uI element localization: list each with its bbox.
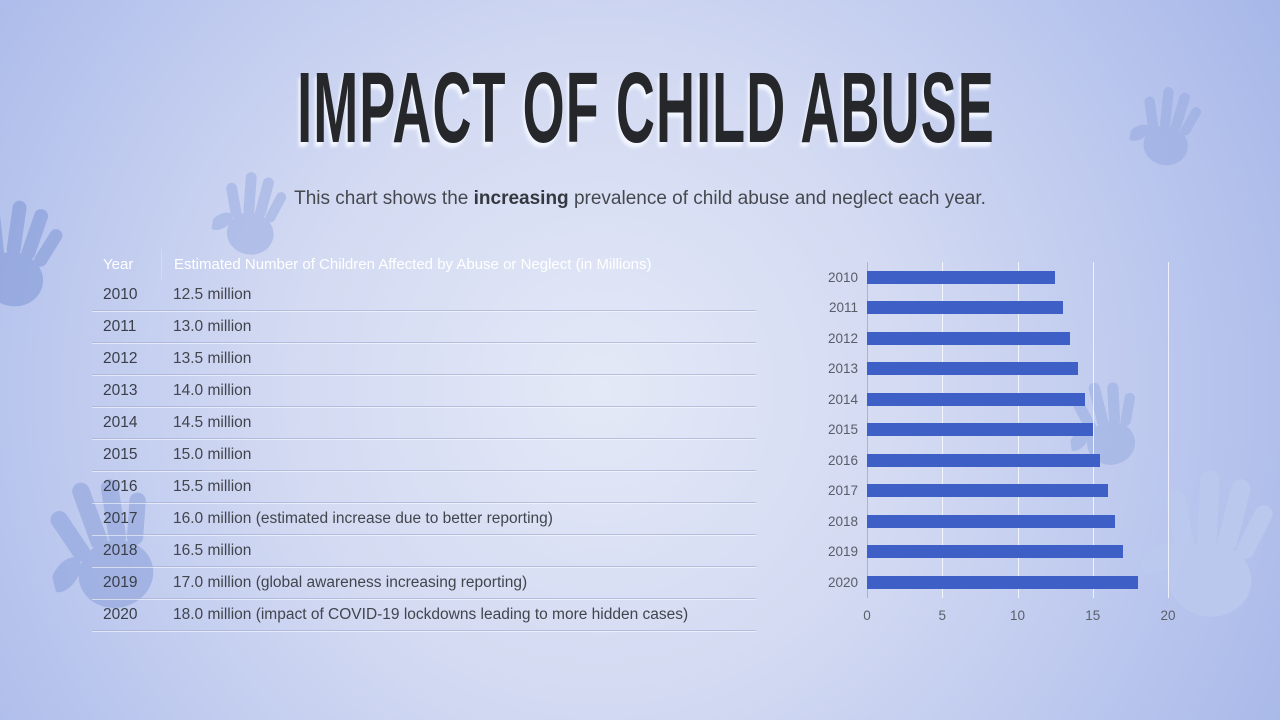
chart-category-label: 2018 [827,513,858,529]
chart-row: 2019 [810,537,1210,568]
table-cell-value: 15.5 million [173,477,252,495]
chart-axis-tick-label: 0 [863,607,871,623]
table-cell-value: 16.5 million [173,541,252,559]
chart-row: 2020 [810,567,1210,598]
slide-title: IMPACT OF CHILD ABUSE [297,52,995,164]
table-cell-year: 2020 [103,605,138,623]
chart-category-label: 2010 [827,269,858,285]
table-header-year: Year [103,255,134,273]
chart-category-label: 2013 [827,361,858,377]
table-cell-value: 12.5 million [173,285,252,303]
chart-bar [867,301,1063,315]
table-cell-year: 2014 [103,413,138,431]
table-row: 2015 15.0 million [92,439,756,471]
chart-bar [867,514,1116,528]
table-row: 2018 16.5 million [92,535,756,567]
chart-bar [867,423,1093,437]
chart-bar [867,270,1056,284]
chart-row: 2012 [810,323,1210,354]
chart-row: 2013 [810,354,1210,385]
table-cell-value: 13.0 million [173,317,252,335]
title-container: IMPACT OF CHILD ABUSE [0,58,1280,158]
table-cell-year: 2011 [103,317,137,335]
table-cell-value: 18.0 million (impact of COVID-19 lockdow… [173,605,689,623]
chart-axis-tick-label: 5 [938,607,947,623]
table-cell-value: 16.0 million (estimated increase due to … [173,509,553,527]
chart-category-label: 2016 [827,452,858,468]
chart-category-label: 2017 [827,483,858,499]
chart-row: 2010 [810,262,1210,293]
table-header-row: Year Estimated Number of Children Affect… [92,249,756,279]
chart-row: 2011 [810,293,1210,324]
chart-category-label: 2012 [827,330,858,346]
table-cell-value: 14.0 million [173,381,252,399]
subtitle-text: prevalence of child abuse and neglect ea… [568,188,986,209]
table-cell-year: 2017 [103,509,138,527]
table-cell-year: 2018 [103,541,138,559]
chart-bar [867,331,1071,345]
data-table: Year Estimated Number of Children Affect… [92,249,756,631]
chart-bar [867,575,1138,589]
table-cell-value: 15.0 million [173,445,252,463]
table-row: 2013 14.0 million [92,375,756,407]
chart-row: 2017 [810,476,1210,507]
chart-bar [867,362,1078,376]
chart-category-label: 2011 [828,300,858,316]
chart-bar [867,392,1086,406]
table-cell-year: 2013 [103,381,138,399]
table-row: 2014 14.5 million [92,407,756,439]
table-cell-year: 2010 [103,285,138,303]
chart-bar [867,545,1123,559]
chart-bar [867,453,1101,467]
bar-chart: 2010 2011 2012 2013 2014 2015 2016 2017 … [810,262,1210,626]
chart-row: 2018 [810,506,1210,537]
chart-axis-tick-label: 15 [1085,607,1101,623]
chart-gridline [1168,262,1169,598]
table-cell-year: 2012 [103,349,138,367]
table-row: 2019 17.0 million (global awareness incr… [92,567,756,599]
subtitle-text: This chart shows the [294,188,474,209]
table-cell-year: 2015 [103,445,138,463]
table-row: 2012 13.5 million [92,343,756,375]
table-body: 2010 12.5 million 2011 13.0 million 2012… [92,279,756,631]
chart-category-label: 2015 [827,422,858,438]
chart-category-label: 2019 [827,544,858,560]
chart-category-label: 2020 [827,574,858,590]
table-row: 2016 15.5 million [92,471,756,503]
chart-axis-tick-label: 10 [1009,607,1026,623]
chart-axis-tick-label: 20 [1160,607,1176,623]
chart-category-label: 2014 [827,391,858,407]
chart-plot-area: 2010 2011 2012 2013 2014 2015 2016 2017 … [810,262,1210,598]
slide-subtitle: This chart shows the increasing prevalen… [0,188,1280,210]
table-cell-year: 2019 [103,573,138,591]
chart-row: 2016 [810,445,1210,476]
table-header-value: Estimated Number of Children Affected by… [161,249,756,279]
subtitle-emphasis: increasing [473,188,569,209]
table-row: 2011 13.0 million [92,311,756,343]
chart-row: 2014 [810,384,1210,415]
chart-bar [867,484,1108,498]
table-cell-value: 14.5 million [173,413,252,431]
table-cell-value: 17.0 million (global awareness increasin… [173,573,528,591]
chart-x-axis: 0 5 10 15 20 [810,608,1210,626]
table-cell-year: 2016 [103,477,138,495]
table-cell-value: 13.5 million [173,349,252,367]
table-row: 2017 16.0 million (estimated increase du… [92,503,756,535]
table-row: 2020 18.0 million (impact of COVID-19 lo… [92,599,756,631]
chart-row: 2015 [810,415,1210,446]
table-row: 2010 12.5 million [92,279,756,311]
